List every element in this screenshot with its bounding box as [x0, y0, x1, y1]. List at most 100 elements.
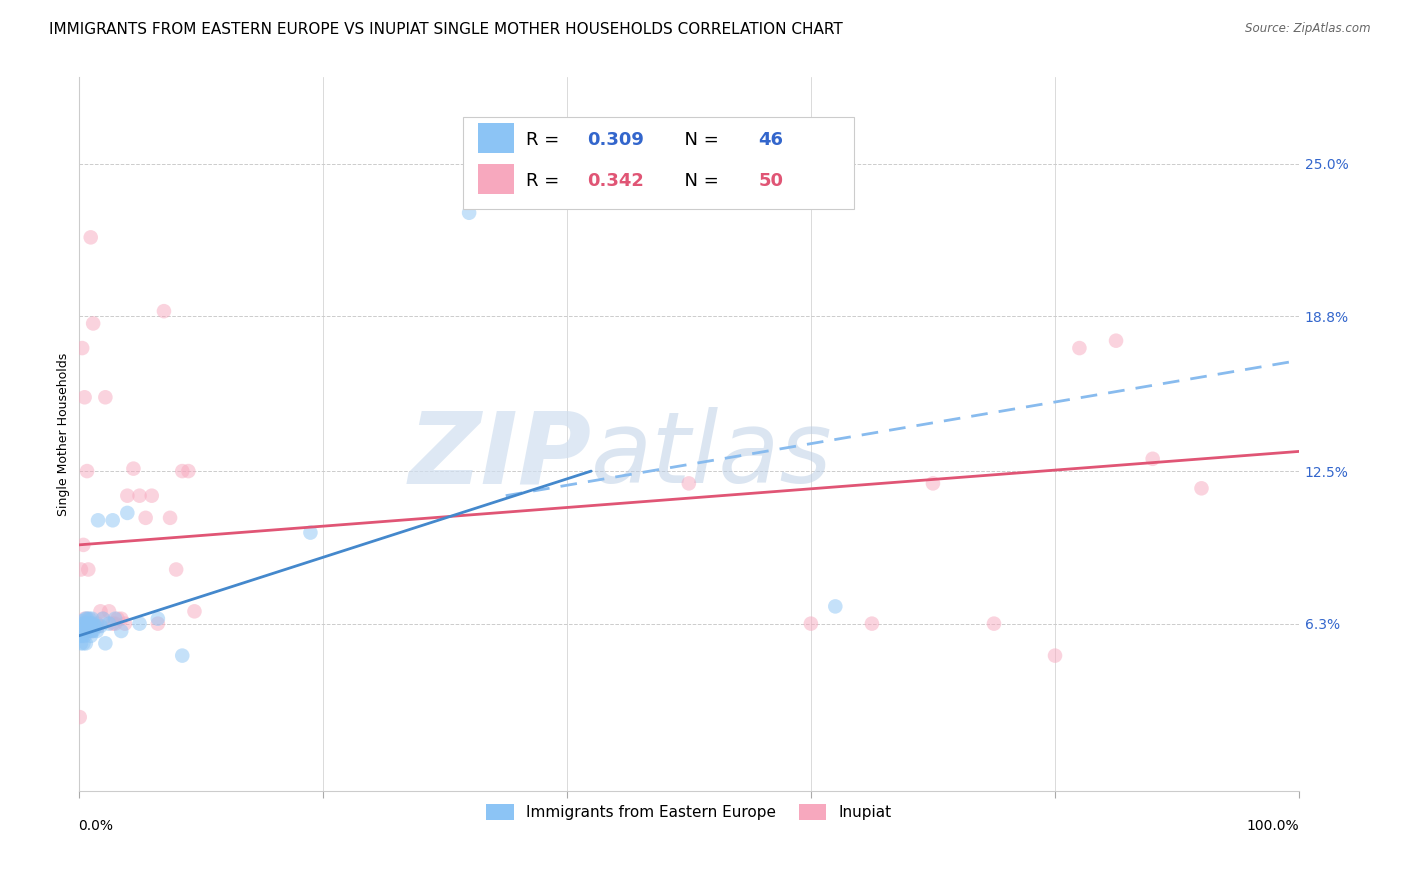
- Point: [101, 513, 124, 527]
- Point: [70, 624, 93, 638]
- Point: [89, 619, 111, 633]
- Point: [73, 629, 96, 643]
- Point: [73, 612, 96, 626]
- Point: [80, 616, 103, 631]
- Point: [94, 390, 117, 404]
- Point: [72, 636, 94, 650]
- Point: [80, 624, 103, 638]
- Point: [70, 614, 93, 628]
- Point: [678, 476, 700, 491]
- Point: [83, 619, 105, 633]
- Point: [72, 616, 94, 631]
- Point: [70, 341, 93, 355]
- Point: [183, 604, 205, 618]
- Point: [80, 629, 103, 643]
- Point: [76, 624, 98, 638]
- Point: [1069, 341, 1091, 355]
- Text: 46: 46: [758, 131, 783, 149]
- Point: [104, 616, 127, 631]
- Point: [172, 464, 194, 478]
- Point: [114, 616, 136, 631]
- Point: [77, 616, 100, 631]
- Point: [177, 464, 200, 478]
- Point: [70, 619, 93, 633]
- Text: N =: N =: [673, 131, 724, 149]
- Point: [69, 629, 91, 643]
- Point: [117, 506, 139, 520]
- Point: [75, 636, 97, 650]
- Point: [72, 624, 94, 638]
- Point: [75, 612, 97, 626]
- Point: [135, 511, 157, 525]
- Text: 50: 50: [758, 172, 783, 190]
- Text: R =: R =: [526, 131, 565, 149]
- Point: [98, 604, 121, 618]
- Point: [153, 304, 176, 318]
- Point: [172, 648, 194, 663]
- Point: [922, 476, 945, 491]
- Text: IMMIGRANTS FROM EASTERN EUROPE VS INUPIAT SINGLE MOTHER HOUSEHOLDS CORRELATION C: IMMIGRANTS FROM EASTERN EUROPE VS INUPIA…: [49, 22, 844, 37]
- Point: [76, 612, 98, 626]
- Point: [76, 464, 98, 478]
- Point: [70, 562, 93, 576]
- Point: [101, 616, 124, 631]
- Text: R =: R =: [526, 172, 565, 190]
- Point: [91, 612, 114, 626]
- Legend: Immigrants from Eastern Europe, Inupiat: Immigrants from Eastern Europe, Inupiat: [479, 797, 897, 826]
- Point: [86, 624, 108, 638]
- Point: [983, 616, 1005, 631]
- Point: [77, 612, 100, 626]
- Point: [1105, 334, 1128, 348]
- Point: [107, 612, 129, 626]
- Text: 0.342: 0.342: [588, 172, 644, 190]
- Point: [73, 390, 96, 404]
- Point: [87, 513, 110, 527]
- Point: [82, 616, 104, 631]
- Point: [824, 599, 846, 614]
- FancyBboxPatch shape: [478, 123, 515, 153]
- Point: [110, 612, 132, 626]
- Point: [128, 489, 150, 503]
- Text: ZIP: ZIP: [408, 407, 591, 504]
- Text: 0.0%: 0.0%: [79, 820, 114, 833]
- Point: [800, 616, 823, 631]
- Point: [70, 636, 93, 650]
- Point: [79, 619, 101, 633]
- Point: [82, 624, 104, 638]
- Point: [91, 612, 114, 626]
- Point: [1142, 451, 1164, 466]
- Point: [458, 206, 481, 220]
- Point: [86, 616, 108, 631]
- Text: 0.309: 0.309: [588, 131, 644, 149]
- Point: [73, 616, 96, 631]
- Y-axis label: Single Mother Households: Single Mother Households: [58, 352, 70, 516]
- Point: [104, 612, 127, 626]
- Point: [77, 562, 100, 576]
- Point: [84, 619, 107, 633]
- Point: [70, 629, 93, 643]
- Text: atlas: atlas: [591, 407, 832, 504]
- Point: [69, 710, 91, 724]
- Point: [80, 616, 103, 631]
- Point: [159, 511, 181, 525]
- Point: [94, 636, 117, 650]
- Point: [79, 616, 101, 631]
- Point: [1043, 648, 1066, 663]
- Point: [1191, 481, 1213, 495]
- Point: [98, 616, 121, 631]
- Point: [75, 624, 97, 638]
- Point: [76, 619, 98, 633]
- Point: [80, 624, 103, 638]
- Point: [146, 616, 169, 631]
- Point: [72, 616, 94, 631]
- Point: [82, 317, 104, 331]
- Point: [73, 624, 96, 638]
- Point: [110, 624, 132, 638]
- Point: [165, 562, 187, 576]
- Text: 100.0%: 100.0%: [1247, 820, 1299, 833]
- Point: [128, 616, 150, 631]
- Point: [117, 489, 139, 503]
- FancyBboxPatch shape: [478, 164, 515, 194]
- Point: [860, 616, 883, 631]
- Point: [72, 538, 94, 552]
